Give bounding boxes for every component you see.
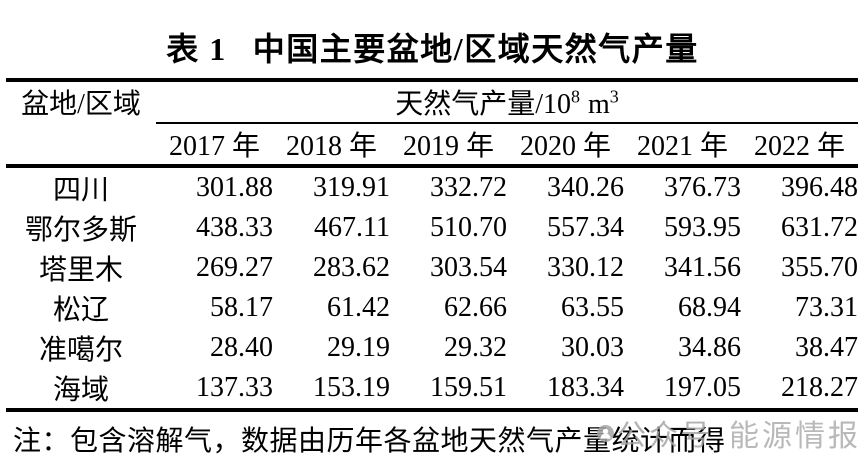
table-row: 四川 301.88 319.91 332.72 340.26 376.73 39… [6,166,858,208]
row-label: 海域 [52,375,109,406]
cell-value: 330.12 [547,252,624,283]
table-number: 表 1 [166,31,227,67]
year-header-2019: 2019 年 [390,123,507,168]
cell-value: 557.34 [547,212,624,243]
cell-value: 340.26 [547,172,624,203]
watermark-name: 能源情报 [729,420,862,453]
cell-value: 301.88 [196,172,273,203]
cell-value: 30.03 [561,332,624,363]
cell-value: 137.33 [196,372,273,403]
cell-value: 61.42 [327,292,390,323]
cell-value: 303.54 [430,252,507,283]
table-row: 准噶尔 28.40 29.19 29.32 30.03 34.86 38.47 [6,328,858,368]
unit-header: 天然气产量/108 m3 [156,80,858,124]
row-label: 准噶尔 [38,335,123,366]
cell-value: 467.11 [314,212,390,243]
cell-value: 319.91 [313,172,390,203]
unit-symbol: m [588,89,610,120]
row-label: 鄂尔多斯 [24,215,137,246]
cell-value: 355.70 [781,252,858,283]
cell-value: 438.33 [196,212,273,243]
cell-value: 341.56 [664,252,741,283]
year-header-2017: 2017 年 [156,123,273,168]
table-title-text: 中国主要盆地/区域天然气产量 [252,31,699,67]
cell-value: 376.73 [664,172,741,203]
table-row: 海域 137.33 153.19 159.51 183.34 197.05 21… [6,368,858,410]
cell-value: 218.27 [781,372,858,403]
cell-value: 159.51 [430,372,507,403]
cell-value: 153.19 [313,372,390,403]
table-row: 松辽 58.17 61.42 62.66 63.55 68.94 73.31 [6,288,858,328]
table-footnote: 注：包含溶解气，数据由历年各盆地天然气产量统计而得 [13,426,726,457]
table-row: 塔里木 269.27 283.62 303.54 330.12 341.56 3… [6,248,858,288]
gas-production-table: 盆地/区域 天然气产量/108 m3 2017 年 2018 年 2019 年 2… [6,78,858,412]
cell-value: 73.31 [795,292,858,323]
cell-value: 38.47 [795,332,858,363]
year-header-2021: 2021 年 [624,123,741,168]
row-label: 塔里木 [38,255,123,286]
year-header-2020: 2020 年 [507,123,624,168]
cell-value: 197.05 [664,372,741,403]
table-row: 鄂尔多斯 438.33 467.11 510.70 557.34 593.95 … [6,208,858,248]
cell-value: 183.34 [547,372,624,403]
table-title: 表 1 中国主要盆地/区域天然气产量 [0,24,865,70]
cell-value: 62.66 [444,292,507,323]
cell-value: 396.48 [781,172,858,203]
year-header-row: 2017 年 2018 年 2019 年 2020 年 2021 年 2022 … [6,123,858,168]
cell-value: 593.95 [664,212,741,243]
year-header-2018: 2018 年 [273,123,390,168]
unit-header-base: 天然气产量/10 [395,89,571,120]
cell-value: 29.32 [444,332,507,363]
cell-value: 332.72 [430,172,507,203]
cell-value: 68.94 [678,292,741,323]
unit-exponent: 8 [571,86,580,107]
year-header-2022: 2022 年 [741,123,858,168]
cell-value: 631.72 [781,212,858,243]
row-label: 四川 [52,175,109,206]
cell-value: 29.19 [327,332,390,363]
cell-value: 63.55 [561,292,624,323]
corner-header: 盆地/区域 [6,80,156,168]
cell-value: 34.86 [678,332,741,363]
unit-symbol-exponent: 3 [609,86,619,107]
cell-value: 28.40 [210,332,273,363]
row-label: 松辽 [52,295,109,326]
cell-value: 58.17 [210,292,273,323]
cell-value: 269.27 [196,252,273,283]
cell-value: 510.70 [430,212,507,243]
cell-value: 283.62 [313,252,390,283]
